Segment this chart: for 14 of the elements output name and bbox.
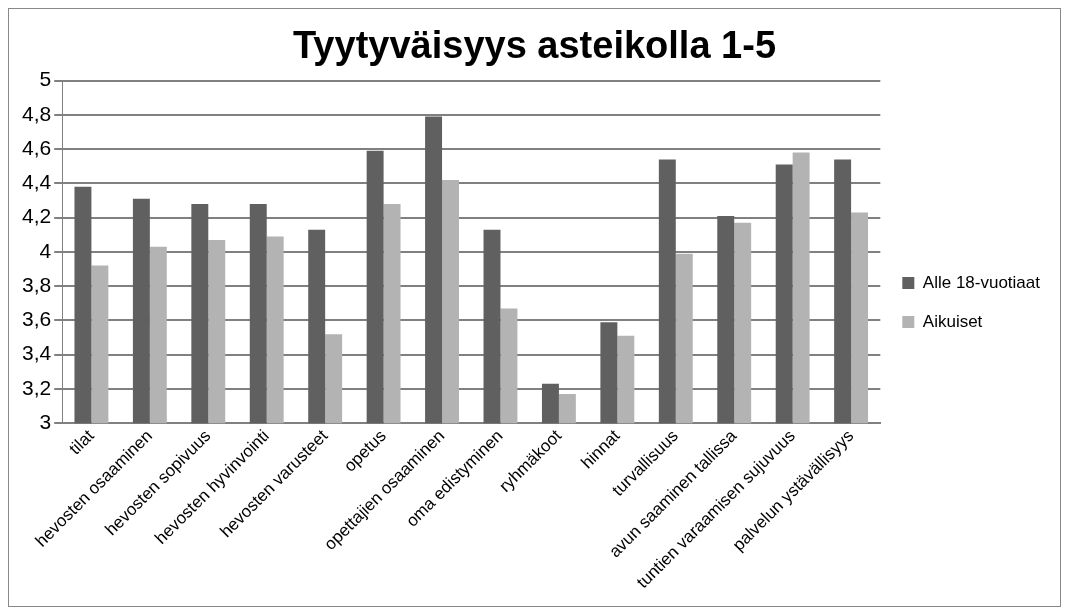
- legend-label: Alle 18-vuotiaat: [922, 272, 1041, 292]
- legend-label: Aikuiset: [922, 311, 983, 331]
- y-tick-label: 3,6: [21, 307, 52, 331]
- y-tick-label: 4,8: [21, 101, 52, 125]
- y-tick-label: 4,4: [21, 170, 52, 194]
- y-tick-label: 4: [39, 238, 52, 262]
- y-tick-label: 4,2: [21, 204, 52, 228]
- y-tick-label: 4,6: [21, 135, 52, 159]
- y-tick-label: 5: [39, 67, 52, 91]
- y-tick-label: 3: [39, 410, 52, 434]
- chart-title: Tyytyväisyys asteikolla 1-5: [292, 24, 777, 67]
- y-tick-label: 3,2: [21, 375, 52, 399]
- y-tick-label: 3,4: [21, 341, 52, 365]
- y-tick-label: 3,8: [21, 272, 52, 296]
